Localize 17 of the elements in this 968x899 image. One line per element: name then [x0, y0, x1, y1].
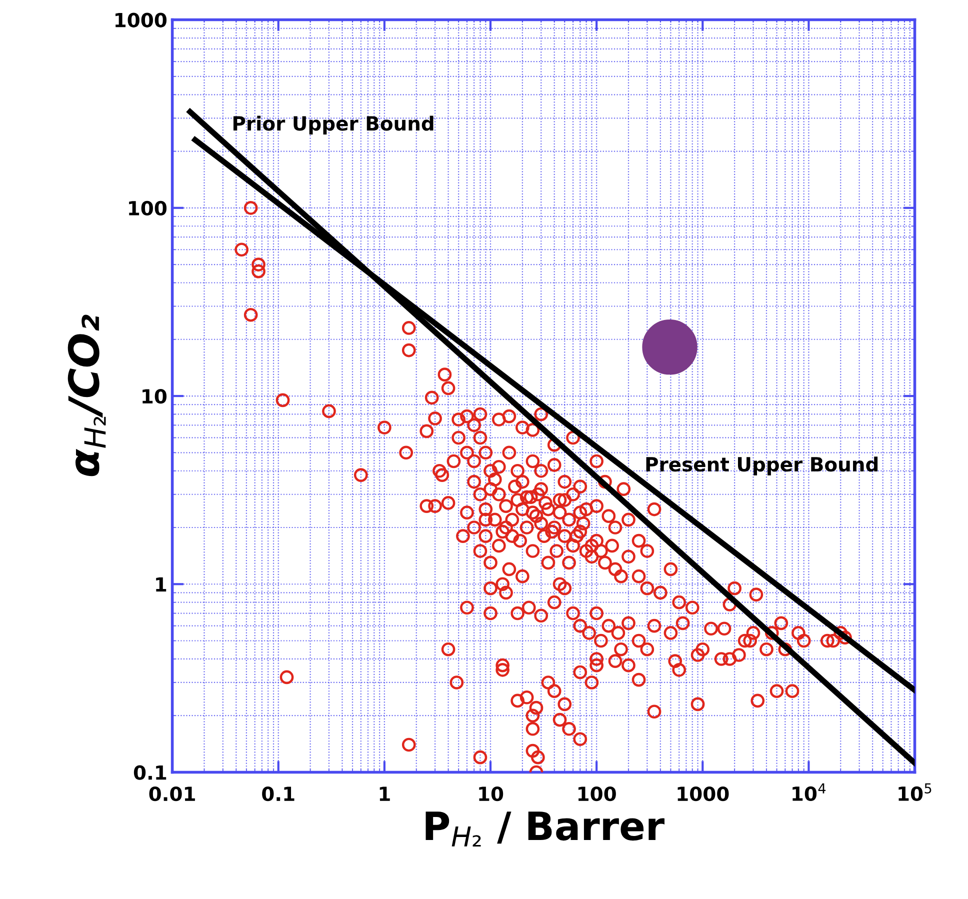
annotation: Prior Upper Bound: [233, 116, 434, 135]
x-tick-label: 100: [578, 786, 616, 802]
x-tick-label: 1000: [678, 786, 729, 802]
x-tick-label: 10$^{5}$: [898, 783, 932, 802]
y-tick-label: 1: [156, 577, 166, 592]
y-axis-title: α$_{H₂}$/CO₂: [68, 314, 106, 476]
y-tick-label: 10: [142, 388, 167, 404]
annotation: Present Upper Bound: [646, 456, 878, 476]
x-tick-label: 10$^{4}$: [792, 783, 826, 802]
x-axis-title: P$_{H₂}$ / Barrer: [426, 812, 664, 846]
x-tick-label: 0.01: [149, 786, 195, 802]
y-tick-label: 0.1: [134, 765, 166, 780]
x-tick-label: 1: [380, 786, 390, 801]
y-tick-label: 1000: [116, 12, 167, 28]
x-tick-label: 0.1: [262, 786, 294, 802]
x-tick-label: 10: [479, 786, 504, 802]
y-tick-label: 100: [129, 200, 167, 216]
